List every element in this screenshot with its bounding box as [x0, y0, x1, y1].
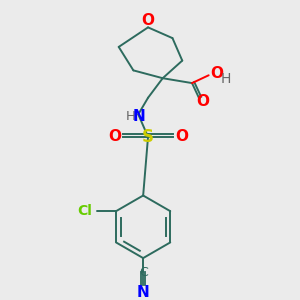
Text: O: O: [108, 129, 121, 144]
Text: Cl: Cl: [77, 204, 92, 218]
Text: N: N: [133, 109, 146, 124]
Text: O: O: [175, 129, 188, 144]
Text: O: O: [196, 94, 209, 109]
Text: O: O: [142, 13, 154, 28]
Text: H: H: [221, 72, 231, 86]
Text: S: S: [142, 128, 154, 146]
Text: H: H: [125, 110, 135, 123]
Text: N: N: [137, 285, 149, 300]
Text: O: O: [210, 66, 223, 81]
Text: C: C: [139, 266, 148, 279]
